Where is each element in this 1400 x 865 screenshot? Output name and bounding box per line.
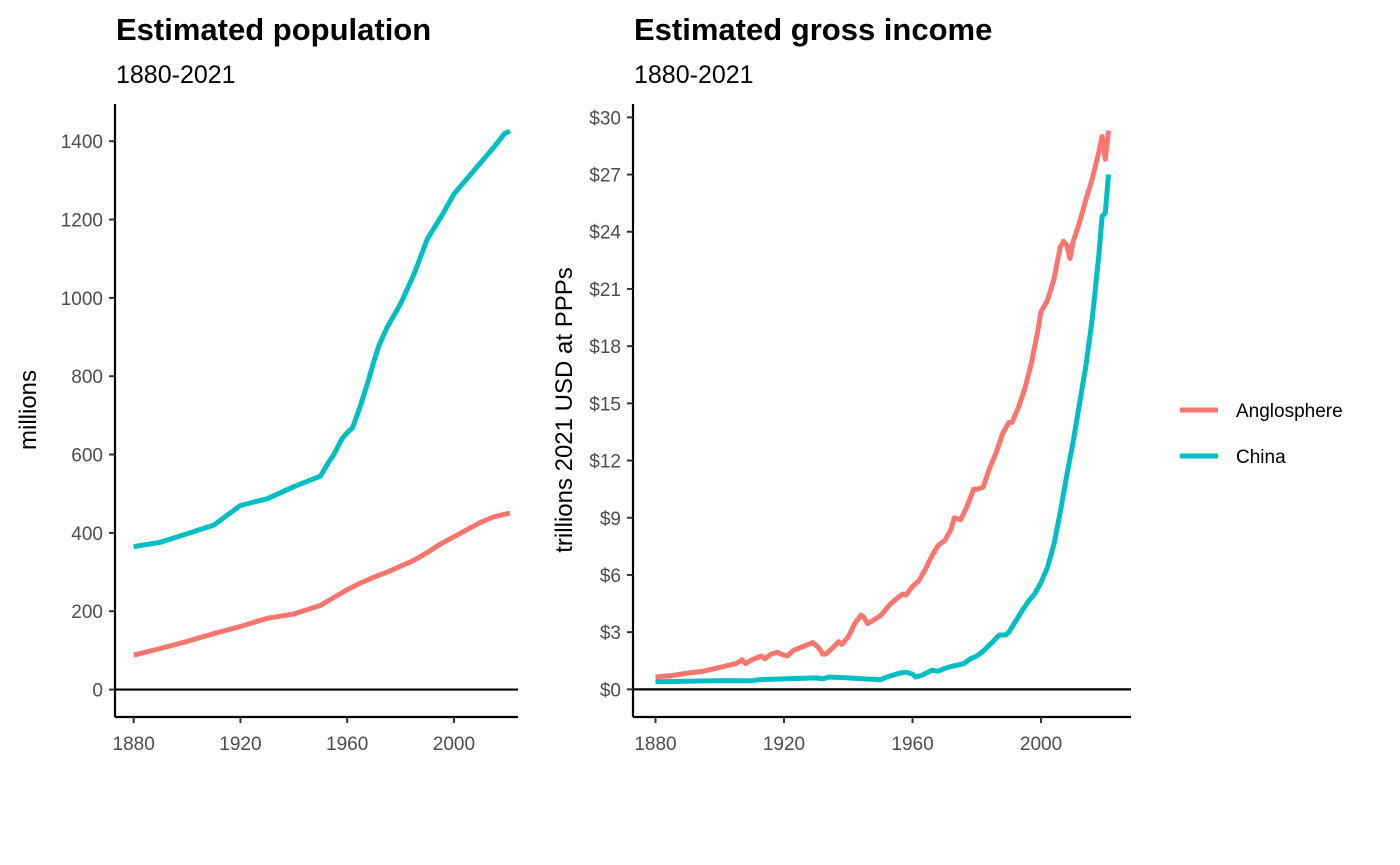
income-y-tick-label: $9 [600,509,621,530]
legend-label-anglosphere: Anglosphere [1236,401,1343,422]
income-x-tick-label: 2000 [1020,734,1062,755]
population-y-axis-title: millions [15,370,42,450]
income-y-tick-label: $18 [589,337,621,358]
income-y-axis-title: trillions 2021 USD at PPPs [551,267,578,552]
income-subtitle: 1880-2021 [634,61,754,89]
population-x-tick-label: 1960 [326,734,368,755]
income-series-anglosphere [655,130,1111,680]
population-x-tick-label: 1880 [113,734,155,755]
income-y-tick-label: $24 [589,223,621,244]
income-title: Estimated gross income [634,12,992,47]
income-x-tick-label: 1920 [763,734,805,755]
population-series-anglosphere [133,510,511,658]
income-x-tick-label: 1880 [634,734,676,755]
population-x-tick-label: 1920 [219,734,261,755]
population-y-tick-label: 200 [71,602,103,623]
population-panel: Estimated population 1880-2021 millions … [15,12,518,755]
income-y-tick-label: $27 [589,166,621,187]
legend-label-china: China [1236,447,1286,468]
population-y-tick-label: 1000 [61,289,103,310]
population-y-tick-label: 1400 [61,132,103,153]
income-x-tick-label: 1960 [891,734,933,755]
income-y-tick-label: $30 [589,108,621,129]
population-series-china [133,128,512,550]
income-y-tick-label: $21 [589,280,621,301]
population-y-tick-label: 400 [71,524,103,545]
income-y-tick-label: $0 [600,680,621,701]
income-series-china [655,174,1111,685]
population-y-tick-label: 1200 [61,211,103,232]
population-y-tick-label: 600 [71,446,103,467]
income-y-tick-label: $3 [600,623,621,644]
legend: Anglosphere China [1180,401,1343,468]
population-subtitle: 1880-2021 [116,61,236,89]
population-x-tick-label: 2000 [433,734,475,755]
income-y-tick-label: $6 [600,566,621,587]
income-plot-area: $0 $3 $6 $9 $12 $15 $18 $21 $24 $27 $30 1880 1920 196… [589,104,1131,755]
income-y-tick-label: $12 [589,452,621,473]
population-plot-area: 0 200 400 600 800 1000 1200 1400 1880 1920 1960 200… [61,104,518,755]
population-y-tick-label: 800 [71,367,103,388]
population-title: Estimated population [116,12,431,47]
population-y-tick-label: 0 [92,681,103,702]
income-panel: Estimated gross income 1880-2021 trillio… [551,12,1131,755]
income-y-tick-label: $15 [589,394,621,415]
